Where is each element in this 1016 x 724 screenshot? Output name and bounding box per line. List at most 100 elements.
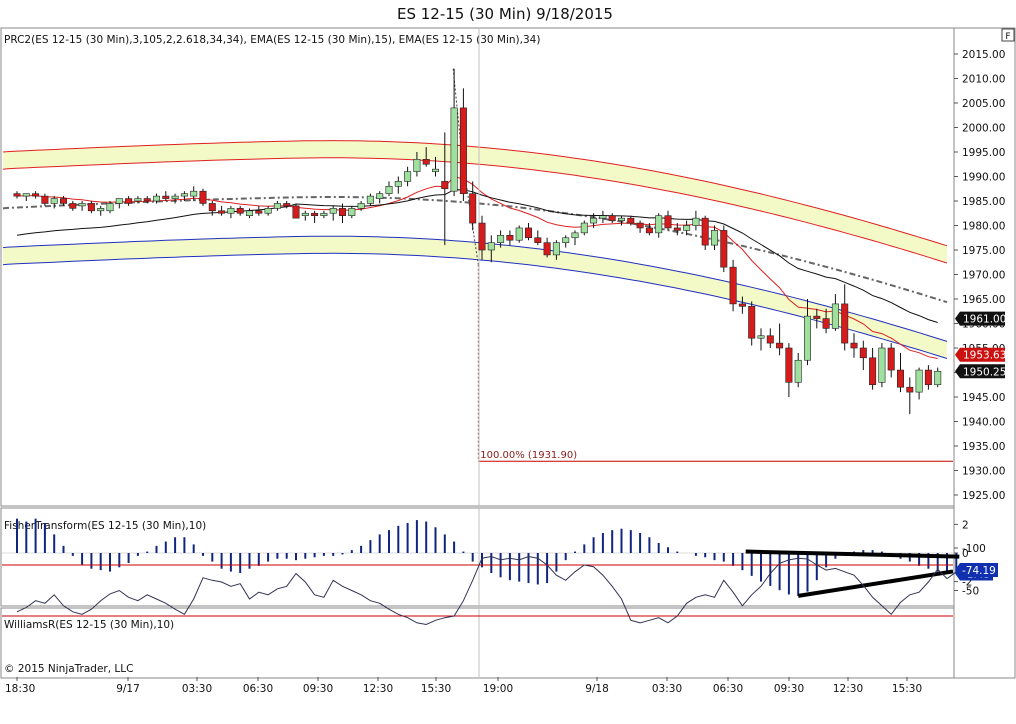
- candle: [655, 213, 663, 238]
- time-tick-label: 12:30: [833, 683, 863, 695]
- time-tick-label: 03:30: [652, 683, 682, 695]
- price-panel: [0, 27, 955, 507]
- prc-lower-band: [3, 236, 947, 359]
- candle-body: [227, 208, 235, 214]
- price-badge: [955, 311, 1005, 326]
- candle-body: [450, 107, 458, 192]
- candle: [78, 201, 86, 211]
- candle: [422, 147, 430, 167]
- fisher-tick-label: 2: [962, 519, 969, 531]
- candle-body: [273, 203, 281, 209]
- candle: [366, 193, 374, 206]
- candle: [757, 328, 765, 351]
- candle: [153, 193, 161, 204]
- candle: [450, 68, 458, 197]
- candle: [22, 193, 30, 201]
- price-badge-label: 1950.25: [963, 366, 1006, 378]
- candle: [404, 166, 412, 187]
- candle-body: [13, 193, 21, 197]
- candle-body: [580, 222, 588, 234]
- candle-body: [190, 190, 198, 197]
- price-tick-label: 1965.00: [962, 294, 1005, 306]
- price-badge: [955, 364, 1005, 379]
- time-tick-label: 9/18: [585, 683, 609, 695]
- candle-body: [552, 242, 560, 256]
- time-tick-label: 15:30: [892, 683, 922, 695]
- price-tick-label: 1990.00: [962, 172, 1005, 184]
- candle-body: [729, 266, 737, 305]
- candle: [841, 284, 849, 351]
- candle: [729, 259, 737, 312]
- candle: [869, 348, 877, 390]
- candle: [190, 186, 198, 201]
- format-button[interactable]: [1001, 28, 1015, 42]
- candle-body: [701, 217, 709, 246]
- candle-body: [404, 171, 412, 182]
- candle-body: [413, 159, 421, 172]
- candle-body: [180, 193, 188, 197]
- candle: [469, 181, 477, 231]
- candle-body: [348, 208, 356, 217]
- candle-body: [683, 225, 691, 231]
- candle: [738, 296, 746, 314]
- candle: [785, 343, 793, 397]
- candle: [924, 365, 932, 390]
- candle-body: [664, 215, 672, 229]
- candle-body: [69, 203, 77, 209]
- candle: [627, 215, 635, 226]
- candle: [748, 301, 756, 346]
- candle-body: [199, 190, 207, 204]
- price-badge: [955, 347, 1005, 362]
- time-tick-label: 12:30: [363, 683, 393, 695]
- time-tick-label: 15:30: [421, 683, 451, 695]
- candle-body: [78, 203, 86, 207]
- candle-body: [329, 208, 337, 214]
- prc-lower-inner-line: [2, 235, 948, 342]
- candle-body: [776, 342, 784, 349]
- candle-body: [87, 203, 95, 212]
- price-tick-label: 1995.00: [962, 147, 1005, 159]
- candle-body: [366, 195, 374, 204]
- candle: [878, 343, 886, 388]
- candle-body: [338, 208, 346, 217]
- candle: [106, 201, 114, 214]
- candle-body: [645, 227, 653, 234]
- candle: [41, 193, 49, 206]
- candle: [608, 213, 616, 224]
- candle-body: [385, 186, 393, 194]
- candle: [320, 210, 328, 219]
- candle: [255, 205, 263, 216]
- candle-body: [896, 369, 904, 388]
- time-tick-label: 09:30: [774, 683, 804, 695]
- candle: [441, 132, 449, 246]
- candle: [887, 343, 895, 378]
- candle: [590, 213, 598, 228]
- candle: [673, 223, 681, 236]
- candle-body: [320, 212, 328, 217]
- fisher-panel-title: FisherTransform(ES 12-15 (30 Min),10): [4, 520, 206, 532]
- candle: [32, 191, 40, 199]
- candle-body: [748, 306, 756, 339]
- candle: [59, 196, 67, 206]
- candle-body: [236, 208, 244, 214]
- candle-body: [627, 217, 635, 224]
- candle-body: [738, 303, 746, 307]
- candle-body: [524, 227, 532, 239]
- candle-body: [162, 195, 170, 199]
- candle: [487, 235, 495, 263]
- candle-body: [608, 215, 616, 221]
- candle-body: [692, 217, 700, 226]
- time-tick-label: 9/17: [116, 683, 140, 695]
- price-panel-title: PRC2(ES 12-15 (30 Min),3,105,2,2.618,34,…: [4, 34, 540, 46]
- price-tick-label: 2015.00: [962, 49, 1005, 61]
- price-tick-label: 1925.00: [962, 490, 1005, 502]
- candle-body: [924, 369, 932, 386]
- candle: [645, 223, 653, 236]
- candle-body: [376, 193, 384, 199]
- candle: [896, 352, 904, 393]
- candle: [338, 203, 346, 224]
- candle: [227, 205, 235, 219]
- time-tick-label: 06:30: [713, 683, 743, 695]
